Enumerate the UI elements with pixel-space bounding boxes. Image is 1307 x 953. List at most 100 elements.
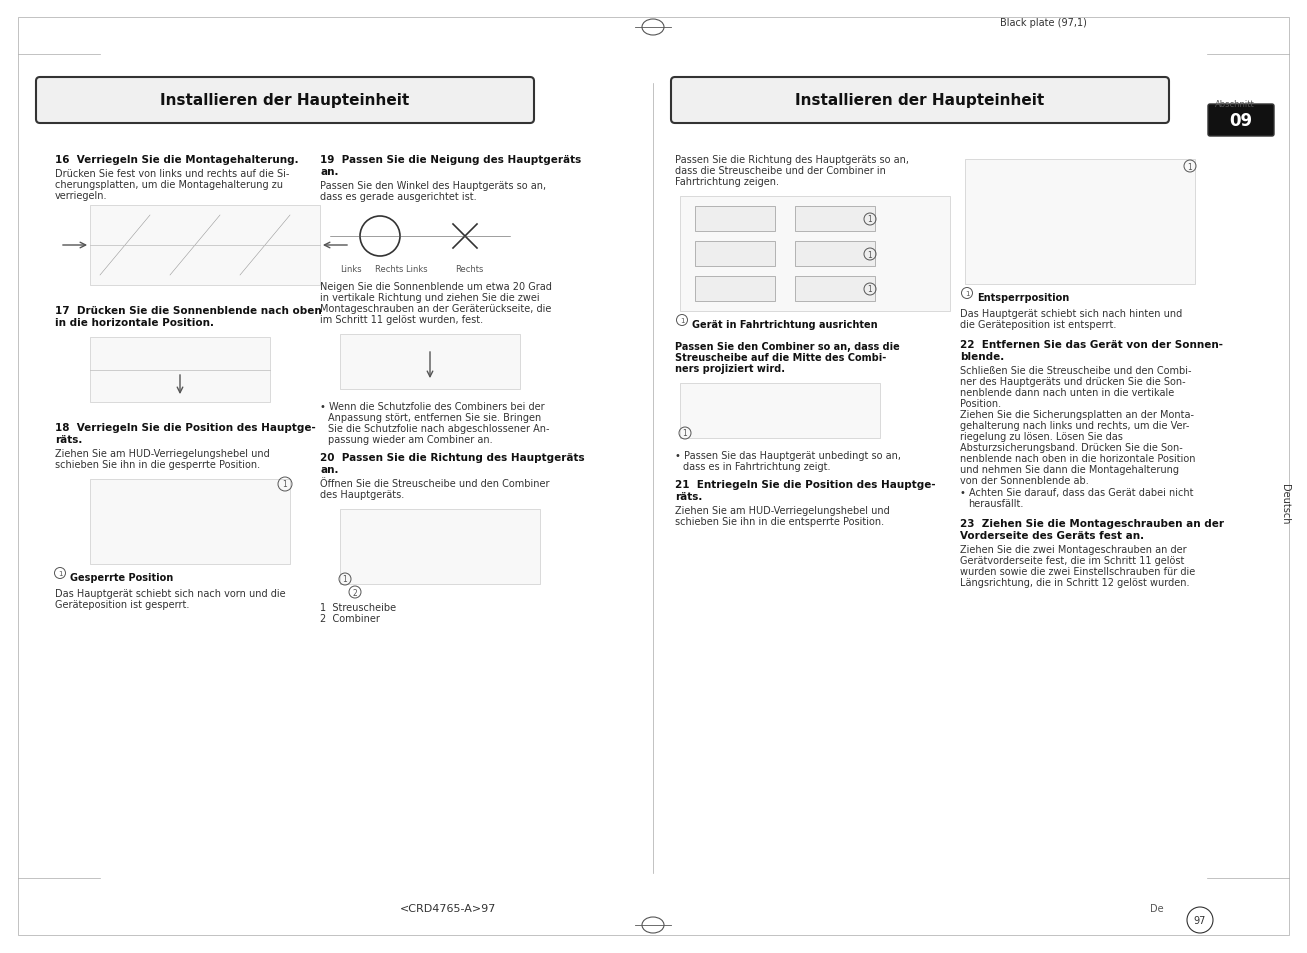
Text: 1: 1 [1188, 162, 1192, 172]
Text: in die horizontale Position.: in die horizontale Position. [55, 317, 214, 328]
Text: Deutsch: Deutsch [1280, 483, 1290, 524]
Bar [695, 242, 775, 267]
Text: 17  Drücken Sie die Sonnenblende nach oben: 17 Drücken Sie die Sonnenblende nach obe… [55, 306, 322, 315]
Text: räts.: räts. [674, 492, 702, 501]
Text: 1: 1 [868, 215, 872, 224]
Text: 1: 1 [680, 317, 685, 324]
Text: herausfällt.: herausfällt. [968, 498, 1023, 509]
Text: 19  Passen Sie die Neigung des Hauptgeräts: 19 Passen Sie die Neigung des Hauptgerät… [320, 154, 582, 165]
Bar [965, 160, 1195, 285]
FancyBboxPatch shape [1208, 105, 1274, 137]
Text: blende.: blende. [961, 352, 1004, 361]
Text: dass die Streuscheibe und der Combiner in: dass die Streuscheibe und der Combiner i… [674, 166, 886, 175]
Text: <CRD4765-A>97: <CRD4765-A>97 [400, 903, 497, 913]
Text: • Wenn die Schutzfolie des Combiners bei der: • Wenn die Schutzfolie des Combiners bei… [320, 401, 545, 412]
Text: 2  Combiner: 2 Combiner [320, 614, 380, 623]
Text: Ziehen Sie die Sicherungsplatten an der Monta-: Ziehen Sie die Sicherungsplatten an der … [961, 410, 1195, 419]
Text: in vertikale Richtung und ziehen Sie die zwei: in vertikale Richtung und ziehen Sie die… [320, 293, 540, 303]
Text: im Schritt 11 gelöst wurden, fest.: im Schritt 11 gelöst wurden, fest. [320, 314, 484, 325]
Text: 16  Verriegeln Sie die Montagehalterung.: 16 Verriegeln Sie die Montagehalterung. [55, 154, 298, 165]
Text: Entsperrposition: Entsperrposition [978, 293, 1069, 303]
Text: Absturzsicherungsband. Drücken Sie die Son-: Absturzsicherungsband. Drücken Sie die S… [961, 442, 1183, 453]
Text: von der Sonnenblende ab.: von der Sonnenblende ab. [961, 476, 1089, 485]
Text: des Hauptgeräts.: des Hauptgeräts. [320, 490, 404, 499]
Text: Links: Links [340, 265, 362, 274]
Text: an.: an. [320, 464, 339, 475]
Text: 1: 1 [965, 291, 970, 296]
Text: 22  Entfernen Sie das Gerät von der Sonnen-: 22 Entfernen Sie das Gerät von der Sonne… [961, 339, 1223, 350]
Text: 23  Ziehen Sie die Montageschrauben an der: 23 Ziehen Sie die Montageschrauben an de… [961, 518, 1223, 529]
Text: • Passen Sie das Hauptgerät unbedingt so an,: • Passen Sie das Hauptgerät unbedingt so… [674, 451, 901, 460]
Text: 09: 09 [1230, 112, 1252, 130]
Bar [90, 206, 320, 286]
Text: Gerätvorderseite fest, die im Schritt 11 gelöst: Gerätvorderseite fest, die im Schritt 11… [961, 556, 1184, 565]
Text: Schließen Sie die Streuscheibe und den Combi-: Schließen Sie die Streuscheibe und den C… [961, 366, 1192, 375]
Bar [340, 335, 520, 390]
Text: dass es gerade ausgerichtet ist.: dass es gerade ausgerichtet ist. [320, 192, 477, 202]
Text: 1: 1 [58, 571, 63, 577]
Text: Installieren der Haupteinheit: Installieren der Haupteinheit [161, 93, 409, 109]
Text: 21  Entriegeln Sie die Position des Hauptge-: 21 Entriegeln Sie die Position des Haupt… [674, 479, 936, 490]
Text: wurden sowie die zwei Einstellschrauben für die: wurden sowie die zwei Einstellschrauben … [961, 566, 1195, 577]
Bar [680, 196, 950, 312]
Text: Anpassung stört, entfernen Sie sie. Bringen: Anpassung stört, entfernen Sie sie. Brin… [328, 413, 541, 422]
Text: Montageschrauben an der Geräterückseite, die: Montageschrauben an der Geräterückseite,… [320, 304, 552, 314]
Text: Sie die Schutzfolie nach abgeschlossener An-: Sie die Schutzfolie nach abgeschlossener… [328, 423, 549, 434]
Text: dass es in Fahrtrichtung zeigt.: dass es in Fahrtrichtung zeigt. [684, 461, 830, 472]
Text: Gesperrte Position: Gesperrte Position [71, 573, 174, 582]
Text: Passen Sie den Winkel des Hauptgeräts so an,: Passen Sie den Winkel des Hauptgeräts so… [320, 181, 546, 191]
Text: Black plate (97,1): Black plate (97,1) [1000, 18, 1087, 28]
Text: gehalterung nach links und rechts, um die Ver-: gehalterung nach links und rechts, um di… [961, 420, 1189, 431]
Text: 2: 2 [353, 588, 357, 597]
FancyBboxPatch shape [37, 78, 535, 124]
Text: Öffnen Sie die Streuscheibe und den Combiner: Öffnen Sie die Streuscheibe und den Comb… [320, 478, 549, 489]
Bar [90, 337, 271, 402]
Text: Fahrtrichtung zeigen.: Fahrtrichtung zeigen. [674, 177, 779, 187]
Text: 1: 1 [868, 251, 872, 259]
Text: Neigen Sie die Sonnenblende um etwa 20 Grad: Neigen Sie die Sonnenblende um etwa 20 G… [320, 282, 552, 292]
Text: • Achten Sie darauf, dass das Gerät dabei nicht: • Achten Sie darauf, dass das Gerät dabe… [961, 488, 1193, 497]
Text: ner des Hauptgeräts und drücken Sie die Son-: ner des Hauptgeräts und drücken Sie die … [961, 376, 1185, 387]
Text: verriegeln.: verriegeln. [55, 191, 107, 201]
Bar [340, 510, 540, 584]
Text: nenblende nach oben in die horizontale Position: nenblende nach oben in die horizontale P… [961, 454, 1196, 463]
Bar [695, 207, 775, 232]
Text: Ziehen Sie am HUD-Verriegelungshebel und: Ziehen Sie am HUD-Verriegelungshebel und [55, 449, 269, 458]
Text: schieben Sie ihn in die gesperrte Position.: schieben Sie ihn in die gesperrte Positi… [55, 459, 260, 470]
Text: Installieren der Haupteinheit: Installieren der Haupteinheit [796, 93, 1044, 109]
Text: an.: an. [320, 167, 339, 177]
Bar [795, 207, 874, 232]
Text: cherungsplatten, um die Montagehalterung zu: cherungsplatten, um die Montagehalterung… [55, 180, 284, 190]
Text: räts.: räts. [55, 435, 82, 444]
Text: Rechts: Rechts [455, 265, 484, 274]
Text: Streuscheibe auf die Mitte des Combi-: Streuscheibe auf die Mitte des Combi- [674, 353, 886, 363]
Bar [795, 276, 874, 302]
Text: 1: 1 [682, 429, 687, 438]
Text: Ziehen Sie am HUD-Verriegelungshebel und: Ziehen Sie am HUD-Verriegelungshebel und [674, 505, 890, 516]
Text: 20  Passen Sie die Richtung des Hauptgeräts: 20 Passen Sie die Richtung des Hauptgerä… [320, 453, 584, 462]
Text: 1: 1 [342, 575, 348, 584]
Text: Gerät in Fahrtrichtung ausrichten: Gerät in Fahrtrichtung ausrichten [691, 319, 877, 330]
Text: Vorderseite des Geräts fest an.: Vorderseite des Geräts fest an. [961, 531, 1144, 540]
Text: 1: 1 [868, 285, 872, 294]
Text: 1: 1 [282, 480, 288, 489]
Text: nenblende dann nach unten in die vertikale: nenblende dann nach unten in die vertika… [961, 388, 1174, 397]
Text: Geräteposition ist gesperrt.: Geräteposition ist gesperrt. [55, 599, 190, 609]
Text: passung wieder am Combiner an.: passung wieder am Combiner an. [328, 435, 493, 444]
Bar [695, 276, 775, 302]
Text: Passen Sie den Combiner so an, dass die: Passen Sie den Combiner so an, dass die [674, 341, 899, 352]
Text: 18  Verriegeln Sie die Position des Hauptge-: 18 Verriegeln Sie die Position des Haupt… [55, 422, 316, 433]
Text: ners projiziert wird.: ners projiziert wird. [674, 364, 786, 374]
Text: Rechts Links: Rechts Links [375, 265, 427, 274]
Bar [680, 384, 880, 438]
Text: 1  Streuscheibe: 1 Streuscheibe [320, 602, 396, 613]
Text: 97: 97 [1193, 915, 1206, 925]
FancyBboxPatch shape [670, 78, 1168, 124]
Bar [795, 242, 874, 267]
Text: Drücken Sie fest von links und rechts auf die Si-: Drücken Sie fest von links und rechts au… [55, 169, 289, 179]
Text: riegelung zu lösen. Lösen Sie das: riegelung zu lösen. Lösen Sie das [961, 432, 1123, 441]
Text: Position.: Position. [961, 398, 1001, 409]
Text: Das Hauptgerät schiebt sich nach hinten und: Das Hauptgerät schiebt sich nach hinten … [961, 309, 1183, 318]
Text: Abschnitt: Abschnitt [1216, 100, 1255, 109]
Text: De: De [1150, 903, 1163, 913]
